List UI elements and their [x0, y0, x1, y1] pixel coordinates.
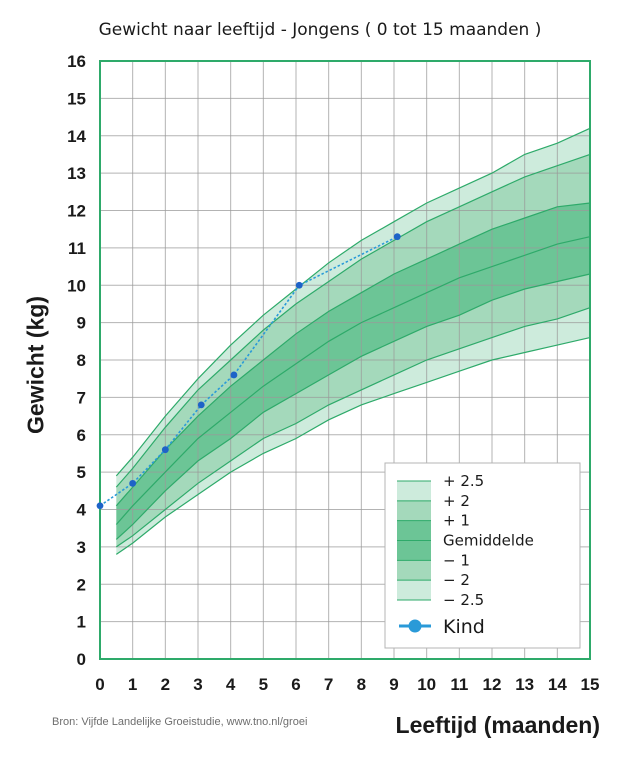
source-note: Bron: Vijfde Landelijke Groeistudie, www… — [52, 716, 308, 728]
kind-point — [161, 446, 169, 454]
legend-swatch-gemiddelde — [397, 540, 431, 561]
y-tick-label: 10 — [67, 276, 86, 295]
x-tick-label: 2 — [161, 675, 170, 694]
x-tick-label: 0 — [95, 675, 104, 694]
x-tick-label: 13 — [515, 675, 534, 694]
band-min-2-to-min-2-5 — [116, 307, 591, 555]
band-min-1-to-min-2 — [116, 274, 591, 547]
x-tick-label: 9 — [389, 675, 398, 694]
x-tick-label: 11 — [450, 675, 468, 694]
y-tick-label: 14 — [67, 127, 86, 146]
x-tick-label: 15 — [581, 675, 600, 694]
legend-swatch-min-2 — [397, 580, 431, 600]
y-tick-label: 0 — [77, 650, 86, 669]
reference-bands — [116, 128, 591, 555]
reference-line-plus-1 — [115, 202, 591, 507]
kind-series — [96, 233, 401, 510]
x-tick-label: 4 — [226, 675, 236, 694]
legend-label-plus-2-5: + 2.5 — [443, 472, 484, 490]
reference-line-min-1 — [115, 273, 591, 540]
y-tick-label: 16 — [67, 52, 86, 71]
band-plus-2-5-to-plus-2 — [116, 128, 591, 488]
x-tick-label: 5 — [259, 675, 268, 694]
y-tick-label: 15 — [67, 89, 86, 108]
y-axis-label: Gewicht (kg) — [22, 295, 49, 435]
kind-point — [393, 233, 401, 241]
reference-lines — [115, 127, 591, 555]
y-tick-label: 1 — [77, 613, 86, 632]
kind-point — [96, 502, 104, 510]
legend-swatch-plus-2 — [397, 500, 431, 521]
band-plus-2-to-plus-1 — [116, 154, 591, 506]
kind-point — [129, 479, 137, 487]
kind-point — [230, 371, 238, 379]
band-plus-1-to-gemiddelde — [116, 203, 591, 525]
legend-swatch-plus-1 — [397, 520, 431, 541]
legend-swatch-plus-2-5 — [397, 481, 431, 501]
y-tick-label: 7 — [77, 388, 86, 407]
x-tick-label: 12 — [483, 675, 502, 694]
legend-label-min-1: − 1 — [443, 551, 470, 569]
reference-line-plus-2-5 — [115, 127, 591, 477]
x-tick-label: 1 — [128, 675, 137, 694]
chart-title: Gewicht naar leeftijd - Jongens ( 0 tot … — [98, 20, 542, 40]
reference-line-min-2 — [115, 307, 591, 548]
reference-line-min-2-5 — [115, 337, 591, 555]
y-tick-label: 13 — [67, 164, 86, 183]
y-tick-label: 8 — [77, 351, 86, 370]
legend-swatch-min-1 — [397, 560, 431, 581]
y-tick-label: 4 — [77, 501, 87, 520]
legend-label-min-2-5: − 2.5 — [443, 591, 484, 609]
y-tick-label: 5 — [77, 463, 86, 482]
y-tick-label: 12 — [67, 202, 86, 221]
plot-frame — [99, 60, 591, 660]
kind-point — [197, 401, 205, 409]
x-axis-label: Leeftijd (maanden) — [395, 712, 600, 738]
legend-label-kind: Kind — [443, 616, 485, 638]
x-tick-label: 3 — [193, 675, 202, 694]
y-tick-label: 6 — [77, 426, 86, 445]
legend-kind-marker — [408, 619, 422, 633]
y-tick-label: 9 — [77, 314, 86, 333]
x-tick-label: 6 — [291, 675, 300, 694]
kind-point — [295, 281, 303, 289]
legend-label-gemiddelde: Gemiddelde — [443, 532, 534, 550]
x-tick-label: 14 — [548, 675, 567, 694]
x-tick-label: 7 — [324, 675, 333, 694]
reference-line-plus-2 — [115, 153, 591, 488]
reference-line-gemiddelde — [115, 236, 591, 525]
x-tick-label: 8 — [357, 675, 366, 694]
legend: + 2.5 + 2 + 1 Gemiddelde− 1 − 2 − 2.5 Kind — [384, 462, 581, 649]
x-tick-label: 10 — [417, 675, 436, 694]
y-tick-label: 3 — [77, 538, 86, 557]
legend-label-plus-2: + 2 — [443, 492, 470, 510]
legend-label-plus-1: + 1 — [443, 512, 470, 530]
y-tick-label: 11 — [68, 239, 86, 258]
x-axis-ticks: 0 1 2 3 4 5 6 7 8 9 10 11 12 13 14 15 — [95, 675, 599, 694]
legend-label-min-2: − 2 — [443, 571, 470, 589]
band-gemiddelde-to-min-1 — [116, 236, 591, 540]
y-tick-label: 2 — [77, 575, 86, 594]
